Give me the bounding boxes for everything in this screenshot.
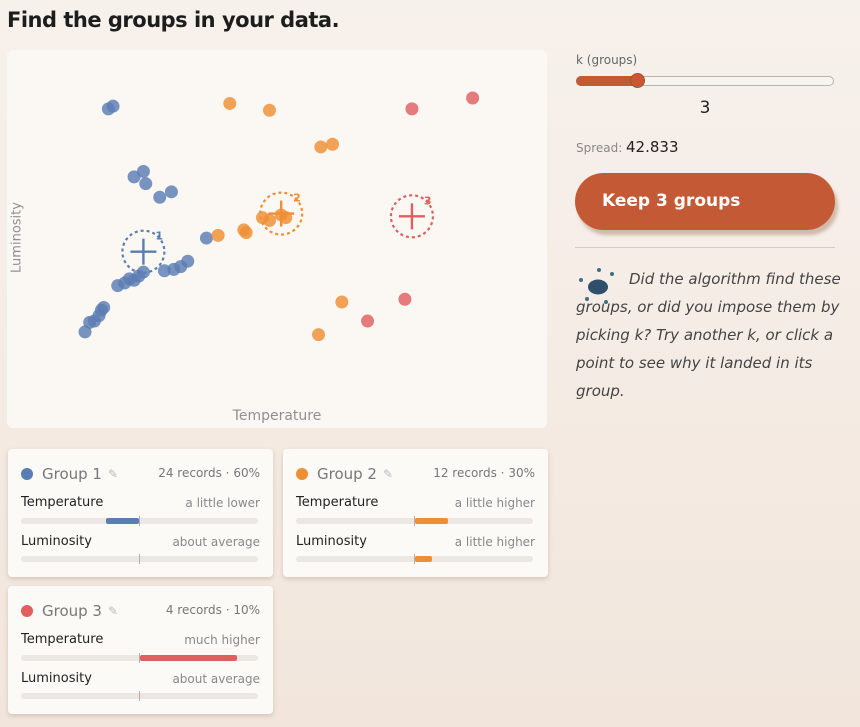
- data-point[interactable]: [262, 213, 276, 227]
- data-point[interactable]: [466, 91, 480, 105]
- spread-value: 42.833: [626, 138, 679, 156]
- feature-desc: a little higher: [454, 535, 535, 549]
- feature-bar-midline: [139, 691, 140, 701]
- feature-desc: a little lower: [185, 496, 260, 510]
- feature-desc: about average: [172, 535, 260, 549]
- group-color-dot: [21, 605, 33, 617]
- centroid-ring: [121, 229, 166, 274]
- data-point[interactable]: [164, 185, 178, 199]
- group-card-1[interactable]: Group 1 ✎ 24 records · 60% Temperature a…: [8, 449, 273, 577]
- group-name[interactable]: Group 1: [42, 465, 102, 483]
- data-point[interactable]: [239, 226, 253, 240]
- feature-bar-midline: [139, 516, 140, 526]
- feature-desc: about average: [172, 672, 260, 686]
- data-point[interactable]: [398, 292, 412, 306]
- feature-desc: a little higher: [454, 496, 535, 510]
- data-point[interactable]: [335, 295, 349, 309]
- centroid-marker: 3: [389, 194, 435, 239]
- feature-label: Temperature: [296, 495, 379, 510]
- spread-label: Spread:: [576, 141, 623, 155]
- data-point[interactable]: [106, 99, 120, 113]
- feature-bar: [21, 691, 258, 701]
- y-axis-label: Luminosity: [9, 202, 25, 273]
- data-point[interactable]: [405, 102, 419, 116]
- feature-label: Temperature: [21, 632, 104, 647]
- group-meta: 4 records · 10%: [165, 603, 260, 617]
- centroid-label: 2: [293, 192, 301, 205]
- centroid-marker: 1: [121, 229, 166, 274]
- pencil-icon[interactable]: ✎: [107, 604, 119, 618]
- k-slider[interactable]: [576, 73, 834, 88]
- x-axis-label: Temperature: [232, 408, 322, 424]
- group-color-dot: [21, 468, 33, 480]
- scatter-plot-svg[interactable]: 1 2 3: [7, 50, 547, 428]
- feature-bar-fill: [139, 655, 237, 661]
- divider: [575, 247, 835, 248]
- feature-bar: [21, 554, 258, 564]
- tip-text: Did the algorithm find these groups, or …: [576, 270, 841, 400]
- data-point[interactable]: [111, 279, 125, 293]
- feature-bar: [21, 653, 258, 663]
- data-point[interactable]: [312, 328, 326, 342]
- data-point[interactable]: [78, 325, 92, 339]
- centroid-label: 1: [155, 230, 163, 243]
- k-slider-label: k (groups): [576, 53, 638, 67]
- k-slider-thumb[interactable]: [630, 73, 645, 88]
- pencil-icon[interactable]: ✎: [107, 467, 119, 481]
- k-slider-fill: [576, 76, 638, 86]
- scatter-plot[interactable]: 1 2 3 Temperature Luminosity: [7, 50, 547, 428]
- group-meta: 24 records · 60%: [158, 466, 260, 480]
- data-point[interactable]: [262, 103, 276, 117]
- group-card-2[interactable]: Group 2 ✎ 12 records · 30% Temperature a…: [283, 449, 548, 577]
- group-color-dot: [296, 468, 308, 480]
- data-point[interactable]: [361, 314, 375, 328]
- feature-bar: [296, 554, 533, 564]
- page-title: Find the groups in your data.: [7, 8, 340, 32]
- feature-bar-fill: [414, 518, 448, 524]
- feature-label: Luminosity: [296, 534, 367, 549]
- feature-bar: [296, 516, 533, 526]
- pencil-icon[interactable]: ✎: [382, 467, 394, 481]
- data-point[interactable]: [139, 177, 153, 191]
- data-point[interactable]: [157, 264, 171, 278]
- keep-groups-button[interactable]: Keep 3 groups: [575, 173, 835, 230]
- data-point[interactable]: [326, 137, 340, 151]
- data-point[interactable]: [153, 190, 167, 204]
- data-point[interactable]: [136, 164, 150, 178]
- data-point[interactable]: [211, 228, 225, 242]
- feature-bar-fill: [414, 556, 433, 562]
- feature-bar: [21, 516, 258, 526]
- group-name[interactable]: Group 2: [317, 465, 377, 483]
- data-point[interactable]: [314, 140, 328, 154]
- k-value: 3: [699, 98, 711, 118]
- centroid-ring: [259, 191, 304, 236]
- feature-label: Luminosity: [21, 534, 92, 549]
- centroid-ring: [389, 194, 435, 239]
- data-point[interactable]: [199, 231, 213, 245]
- feature-label: Luminosity: [21, 671, 92, 686]
- scatter-icon: [579, 268, 614, 304]
- group-card-3[interactable]: Group 3 ✎ 4 records · 10% Temperature mu…: [8, 586, 273, 714]
- group-name[interactable]: Group 3: [42, 602, 102, 620]
- feature-bar-fill: [106, 518, 140, 524]
- data-point[interactable]: [223, 96, 237, 110]
- centroid-label: 3: [424, 194, 432, 207]
- feature-label: Temperature: [21, 495, 104, 510]
- centroid-marker: 2: [259, 191, 304, 236]
- group-meta: 12 records · 30%: [433, 466, 535, 480]
- feature-desc: much higher: [184, 633, 260, 647]
- feature-bar-midline: [139, 554, 140, 564]
